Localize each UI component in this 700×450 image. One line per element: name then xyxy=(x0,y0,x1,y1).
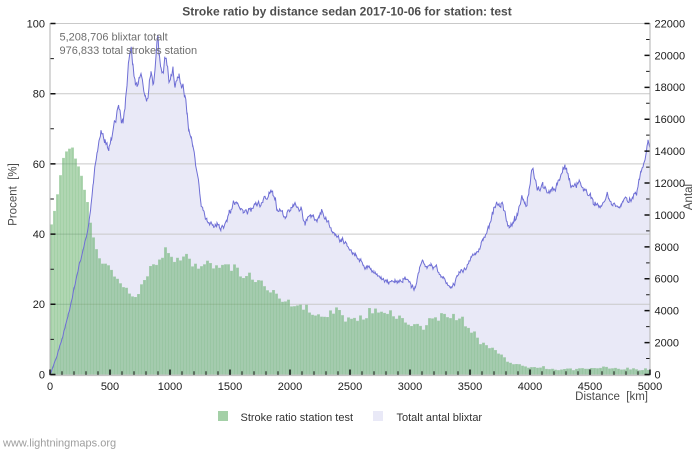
svg-text:Totalt antal blixtar: Totalt antal blixtar xyxy=(397,412,483,424)
svg-text:80: 80 xyxy=(33,89,45,101)
svg-text:1000: 1000 xyxy=(158,381,182,393)
svg-text:4000: 4000 xyxy=(655,306,679,318)
svg-text:3500: 3500 xyxy=(458,381,482,393)
svg-text:www.lightningmaps.org: www.lightningmaps.org xyxy=(2,437,116,449)
svg-text:500: 500 xyxy=(101,381,119,393)
svg-text:1500: 1500 xyxy=(218,381,242,393)
svg-text:2000: 2000 xyxy=(278,381,302,393)
svg-text:14000: 14000 xyxy=(655,146,686,158)
svg-text:976,833 total strokes station: 976,833 total strokes station xyxy=(60,45,198,57)
svg-text:6000: 6000 xyxy=(655,274,679,286)
svg-text:2000: 2000 xyxy=(655,338,679,350)
svg-text:5,208,706 blixtar totalt: 5,208,706 blixtar totalt xyxy=(60,32,168,44)
svg-text:22000: 22000 xyxy=(655,18,686,30)
svg-text:0: 0 xyxy=(39,369,45,381)
svg-text:Stroke ratio by distance sedan: Stroke ratio by distance sedan 2017-10-0… xyxy=(182,5,511,19)
svg-text:12000: 12000 xyxy=(655,178,686,190)
svg-text:Antal: Antal xyxy=(683,184,695,210)
svg-text:5000: 5000 xyxy=(638,381,662,393)
svg-text:40: 40 xyxy=(33,229,45,241)
svg-text:Procent [%]: Procent [%] xyxy=(8,163,20,226)
svg-text:20: 20 xyxy=(33,299,45,311)
svg-text:60: 60 xyxy=(33,159,45,171)
svg-text:3000: 3000 xyxy=(398,381,422,393)
svg-text:100: 100 xyxy=(27,18,45,30)
svg-text:18000: 18000 xyxy=(655,82,686,94)
svg-text:8000: 8000 xyxy=(655,242,679,254)
svg-text:16000: 16000 xyxy=(655,114,686,126)
svg-text:4500: 4500 xyxy=(578,381,602,393)
svg-text:4000: 4000 xyxy=(518,381,542,393)
svg-text:10000: 10000 xyxy=(655,210,686,222)
svg-text:20000: 20000 xyxy=(655,50,686,62)
svg-text:2500: 2500 xyxy=(338,381,362,393)
svg-text:Distance [km]: Distance [km] xyxy=(575,391,648,403)
svg-text:0: 0 xyxy=(655,369,661,381)
svg-text:0: 0 xyxy=(47,381,53,393)
svg-text:Stroke ratio station test: Stroke ratio station test xyxy=(241,412,354,424)
